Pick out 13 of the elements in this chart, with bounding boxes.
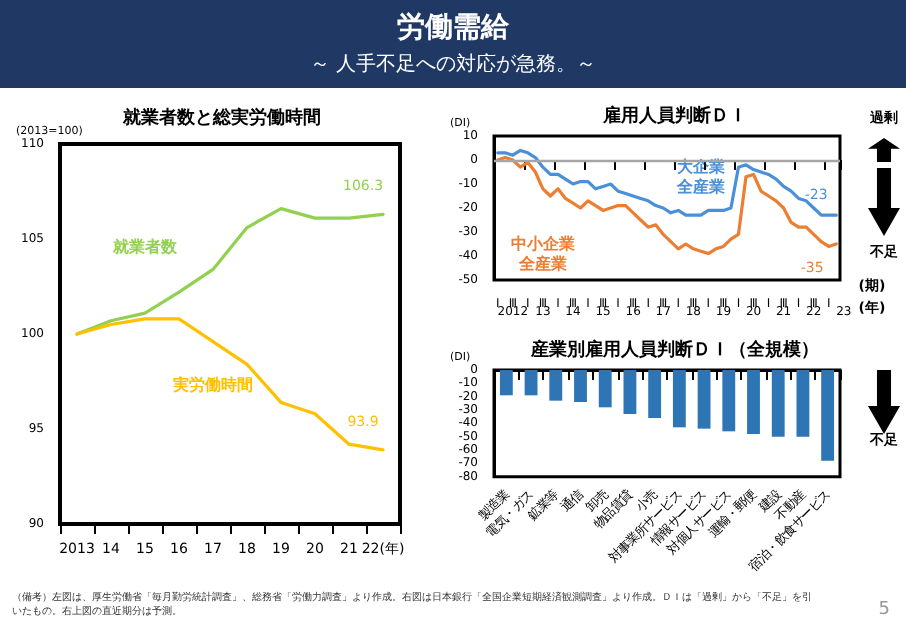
text: 5 xyxy=(878,600,890,620)
line-series xyxy=(75,317,385,452)
text: ～ 人手不足への対応が急務。～ xyxy=(307,51,599,78)
text: 労働需給 xyxy=(395,10,511,46)
line-series xyxy=(496,156,838,256)
line-series xyxy=(75,207,385,336)
series-label: 中小企業全産業 xyxy=(510,234,575,273)
chart-title: 産業別雇用人員判断ＤＩ（全規模） xyxy=(529,339,819,361)
chart-title: 就業者数と総実労働時間 xyxy=(121,107,321,129)
series-label: 就業者数 xyxy=(111,237,179,256)
line-series xyxy=(496,148,838,217)
series-label: 実労働時間 xyxy=(171,374,253,395)
chart-title: 雇用人員判断ＤＩ xyxy=(601,105,747,127)
